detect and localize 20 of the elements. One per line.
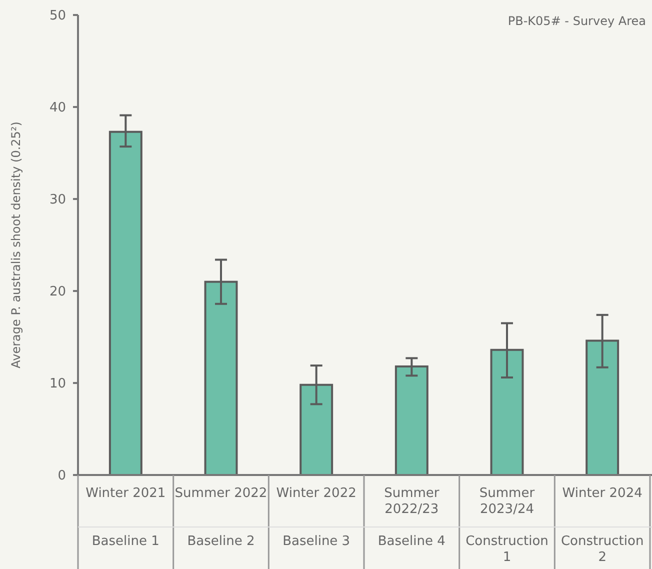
x-tick-label: Winter 2022 (276, 486, 356, 501)
text: Construction 2 (560, 534, 644, 565)
text: Construction 1 (466, 534, 548, 565)
text: Baseline 3 (282, 534, 350, 549)
text: Baseline 2 (187, 534, 255, 549)
x-tick-label: Summer 2023/24 (479, 486, 536, 517)
y-tick-label: 50 (49, 8, 66, 24)
y-axis-title: Average P. australis shoot density (0.25²) (9, 122, 23, 368)
y-tick-label: 20 (49, 284, 66, 300)
text: Baseline 4 (378, 534, 446, 549)
x-tick-label: Summer 2022/23 (384, 486, 440, 517)
x-tick-label: Winter 2024 (562, 486, 642, 501)
y-tick-label: 40 (49, 100, 66, 116)
x-tick-label: Summer 2022 (174, 486, 268, 501)
x-tick-label: Winter 2021 (86, 486, 166, 501)
text: Baseline 1 (92, 534, 160, 549)
y-tick-label: 30 (49, 192, 66, 208)
y-tick-label: 10 (49, 376, 66, 392)
chart-title: PB-K05# - Survey Area (508, 14, 646, 28)
y-tick-label: 0 (58, 468, 66, 484)
